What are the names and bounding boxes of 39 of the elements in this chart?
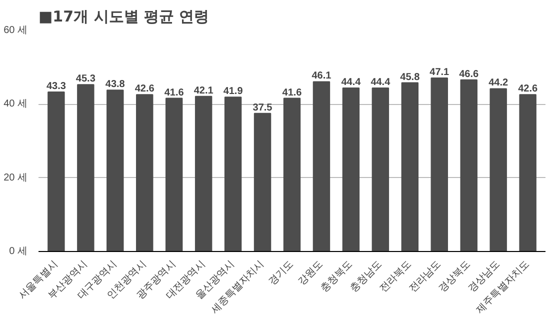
data-label: 41.6 [282,87,302,98]
data-label: 42.1 [194,85,214,96]
data-label: 45.3 [76,74,96,85]
data-label: 41.9 [223,86,244,98]
y-tick-label: 20 세 [4,172,28,184]
data-label: 43.8 [105,79,126,90]
bar [106,90,124,252]
data-label: 37.5 [252,102,273,114]
data-label: 46.6 [459,68,480,80]
bar [224,96,242,252]
data-label: 43.3 [46,81,66,92]
y-tick-label: 60 세 [4,25,28,36]
bar [194,96,212,252]
bar [519,94,536,252]
bar [460,79,478,252]
bar [372,87,390,252]
data-label: 44.4 [341,76,362,88]
bar [490,88,507,252]
bar [430,78,448,252]
bar [136,94,154,252]
bar [312,81,330,252]
data-label: 45.8 [400,72,420,83]
data-label: 41.6 [164,87,184,98]
bar [342,87,360,252]
data-label: 44.2 [488,78,509,89]
data-label: 42.6 [518,84,538,95]
bar [283,98,301,252]
data-label: 42.6 [134,84,155,95]
bar [77,84,94,252]
y-tick-label: 0 세 [9,246,28,257]
chart-title: ■17개 시도별 평균 연령 [38,8,210,26]
y-tick-label: 40 세 [4,98,28,110]
data-label: 46.1 [312,70,332,82]
bar [254,112,272,252]
bar [165,98,183,252]
data-label: 44.4 [370,76,391,88]
bar [401,82,419,252]
data-label: 47.1 [430,67,450,78]
bar [48,92,65,252]
